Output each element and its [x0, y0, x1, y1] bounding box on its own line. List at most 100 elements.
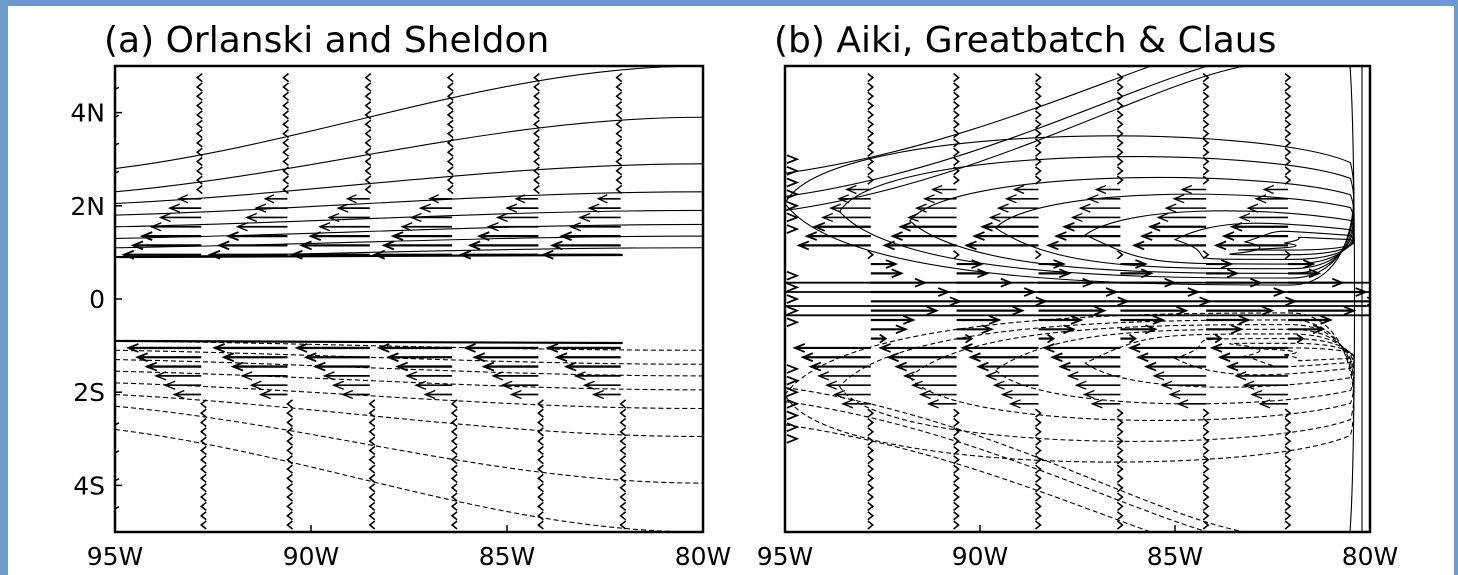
contour-line	[115, 191, 703, 216]
contour-line-dashed	[115, 349, 703, 365]
velocity-arrow-head	[825, 380, 838, 390]
velocity-arrow-head	[1000, 277, 1014, 288]
velocity-arrow-head	[891, 268, 905, 279]
velocity-arrow-small	[282, 147, 289, 157]
velocity-arrow-small	[615, 100, 623, 111]
velocity-arrow-small	[1202, 445, 1210, 456]
velocity-arrow-small	[1202, 408, 1210, 418]
x-tick-label: 95W	[757, 542, 814, 571]
velocity-arrow-small	[867, 91, 875, 101]
velocity-arrow-small	[368, 445, 376, 456]
velocity-arrow-small	[1116, 492, 1124, 502]
velocity-arrow-small	[1116, 511, 1124, 521]
velocity-arrow-small	[537, 520, 544, 530]
velocity-arrow-small	[446, 119, 454, 129]
velocity-arrow-small	[364, 156, 372, 167]
velocity-arrow-small	[953, 473, 960, 484]
velocity-arrow-head	[154, 371, 167, 381]
velocity-arrow-small	[450, 520, 458, 530]
velocity-arrow-head	[926, 305, 940, 316]
velocity-arrow-small	[1202, 73, 1210, 83]
velocity-arrow-head	[833, 389, 846, 400]
velocity-arrow-small	[446, 175, 454, 185]
y-tick-label: 2N	[70, 192, 105, 221]
velocity-arrow-head	[423, 389, 436, 400]
velocity-arrow-small	[953, 520, 960, 530]
velocity-arrow-head	[980, 221, 993, 232]
velocity-arrow-small	[615, 156, 623, 167]
velocity-arrow-small	[1035, 492, 1042, 502]
velocity-arrow-head	[1131, 240, 1145, 251]
velocity-arrow-head	[1258, 399, 1271, 409]
velocity-arrow-small	[619, 445, 627, 456]
velocity-arrow-head	[376, 343, 390, 353]
velocity-arrow-small	[450, 427, 458, 437]
velocity-arrow-small	[1035, 175, 1042, 185]
velocity-arrow-small	[1116, 408, 1124, 418]
velocity-arrow-small	[1202, 128, 1210, 139]
velocity-arrow-small	[199, 511, 207, 521]
velocity-arrow-head	[582, 380, 595, 390]
velocity-arrow-small	[1284, 427, 1292, 437]
velocity-arrow-small	[446, 156, 454, 167]
velocity-arrow-head	[1164, 277, 1177, 288]
velocity-arrow-small	[286, 427, 293, 437]
velocity-arrow-small	[1202, 100, 1210, 111]
velocity-arrow-small	[867, 483, 875, 493]
velocity-arrow-small	[199, 399, 207, 409]
velocity-arrow-head	[486, 222, 499, 232]
y-tick-label: 2S	[73, 378, 105, 407]
velocity-arrow-small	[1202, 511, 1210, 521]
velocity-arrow-head	[381, 240, 395, 251]
velocity-arrow-small	[195, 128, 203, 139]
velocity-arrow-small	[199, 427, 207, 437]
velocity-arrow-small	[953, 175, 960, 185]
velocity-arrow-small	[619, 492, 627, 502]
velocity-arrow-small	[619, 520, 627, 530]
velocity-arrow-head	[1250, 277, 1263, 288]
velocity-arrow-small	[1202, 483, 1210, 493]
velocity-arrow-small	[195, 82, 203, 92]
contour-line-dashed	[785, 386, 1246, 532]
velocity-arrow-small	[953, 436, 960, 446]
velocity-arrow-small	[199, 436, 207, 446]
velocity-arrow-head	[318, 222, 331, 232]
closed-contour	[785, 135, 1355, 286]
velocity-arrow-head	[1094, 305, 1107, 316]
velocity-arrow-head	[981, 324, 994, 335]
velocity-arrow-head	[937, 287, 951, 297]
velocity-arrow-small	[953, 492, 960, 502]
velocity-arrow-small	[199, 501, 207, 511]
velocity-arrow-small	[446, 110, 454, 120]
velocity-arrow-head	[829, 203, 842, 213]
velocity-arrow-small	[1284, 110, 1292, 120]
velocity-arrow-small	[867, 492, 875, 502]
contour-line-dashed	[115, 405, 703, 484]
velocity-arrow-head	[1054, 231, 1067, 241]
velocity-arrow-head	[1168, 389, 1181, 400]
velocity-arrow-small	[537, 501, 544, 511]
velocity-arrow-small	[867, 156, 875, 167]
velocity-arrow-small	[1116, 147, 1124, 157]
velocity-arrow-head	[1246, 203, 1259, 213]
velocity-arrow-small	[619, 501, 627, 511]
velocity-arrow-small	[615, 166, 623, 176]
velocity-arrow-head	[886, 352, 899, 363]
x-tick-label: 95W	[87, 542, 144, 571]
velocity-arrow-small	[615, 91, 623, 101]
velocity-arrow-head	[1053, 259, 1066, 269]
velocity-arrow-small	[1035, 100, 1042, 111]
velocity-arrow-small	[368, 511, 376, 521]
velocity-arrow-small	[1284, 147, 1292, 157]
x-tick-label: 80W	[675, 542, 732, 571]
velocity-arrow-small	[615, 147, 623, 157]
closed-contour	[1173, 222, 1355, 260]
velocity-arrow-head	[395, 361, 409, 372]
contour-line-dashed	[115, 359, 703, 377]
velocity-arrow-small	[619, 436, 627, 446]
velocity-arrow-small	[1202, 417, 1210, 428]
velocity-arrow-small	[199, 483, 207, 493]
velocity-arrow-head	[225, 231, 239, 241]
velocity-arrow-small	[286, 520, 293, 530]
velocity-arrow-small	[450, 492, 458, 502]
